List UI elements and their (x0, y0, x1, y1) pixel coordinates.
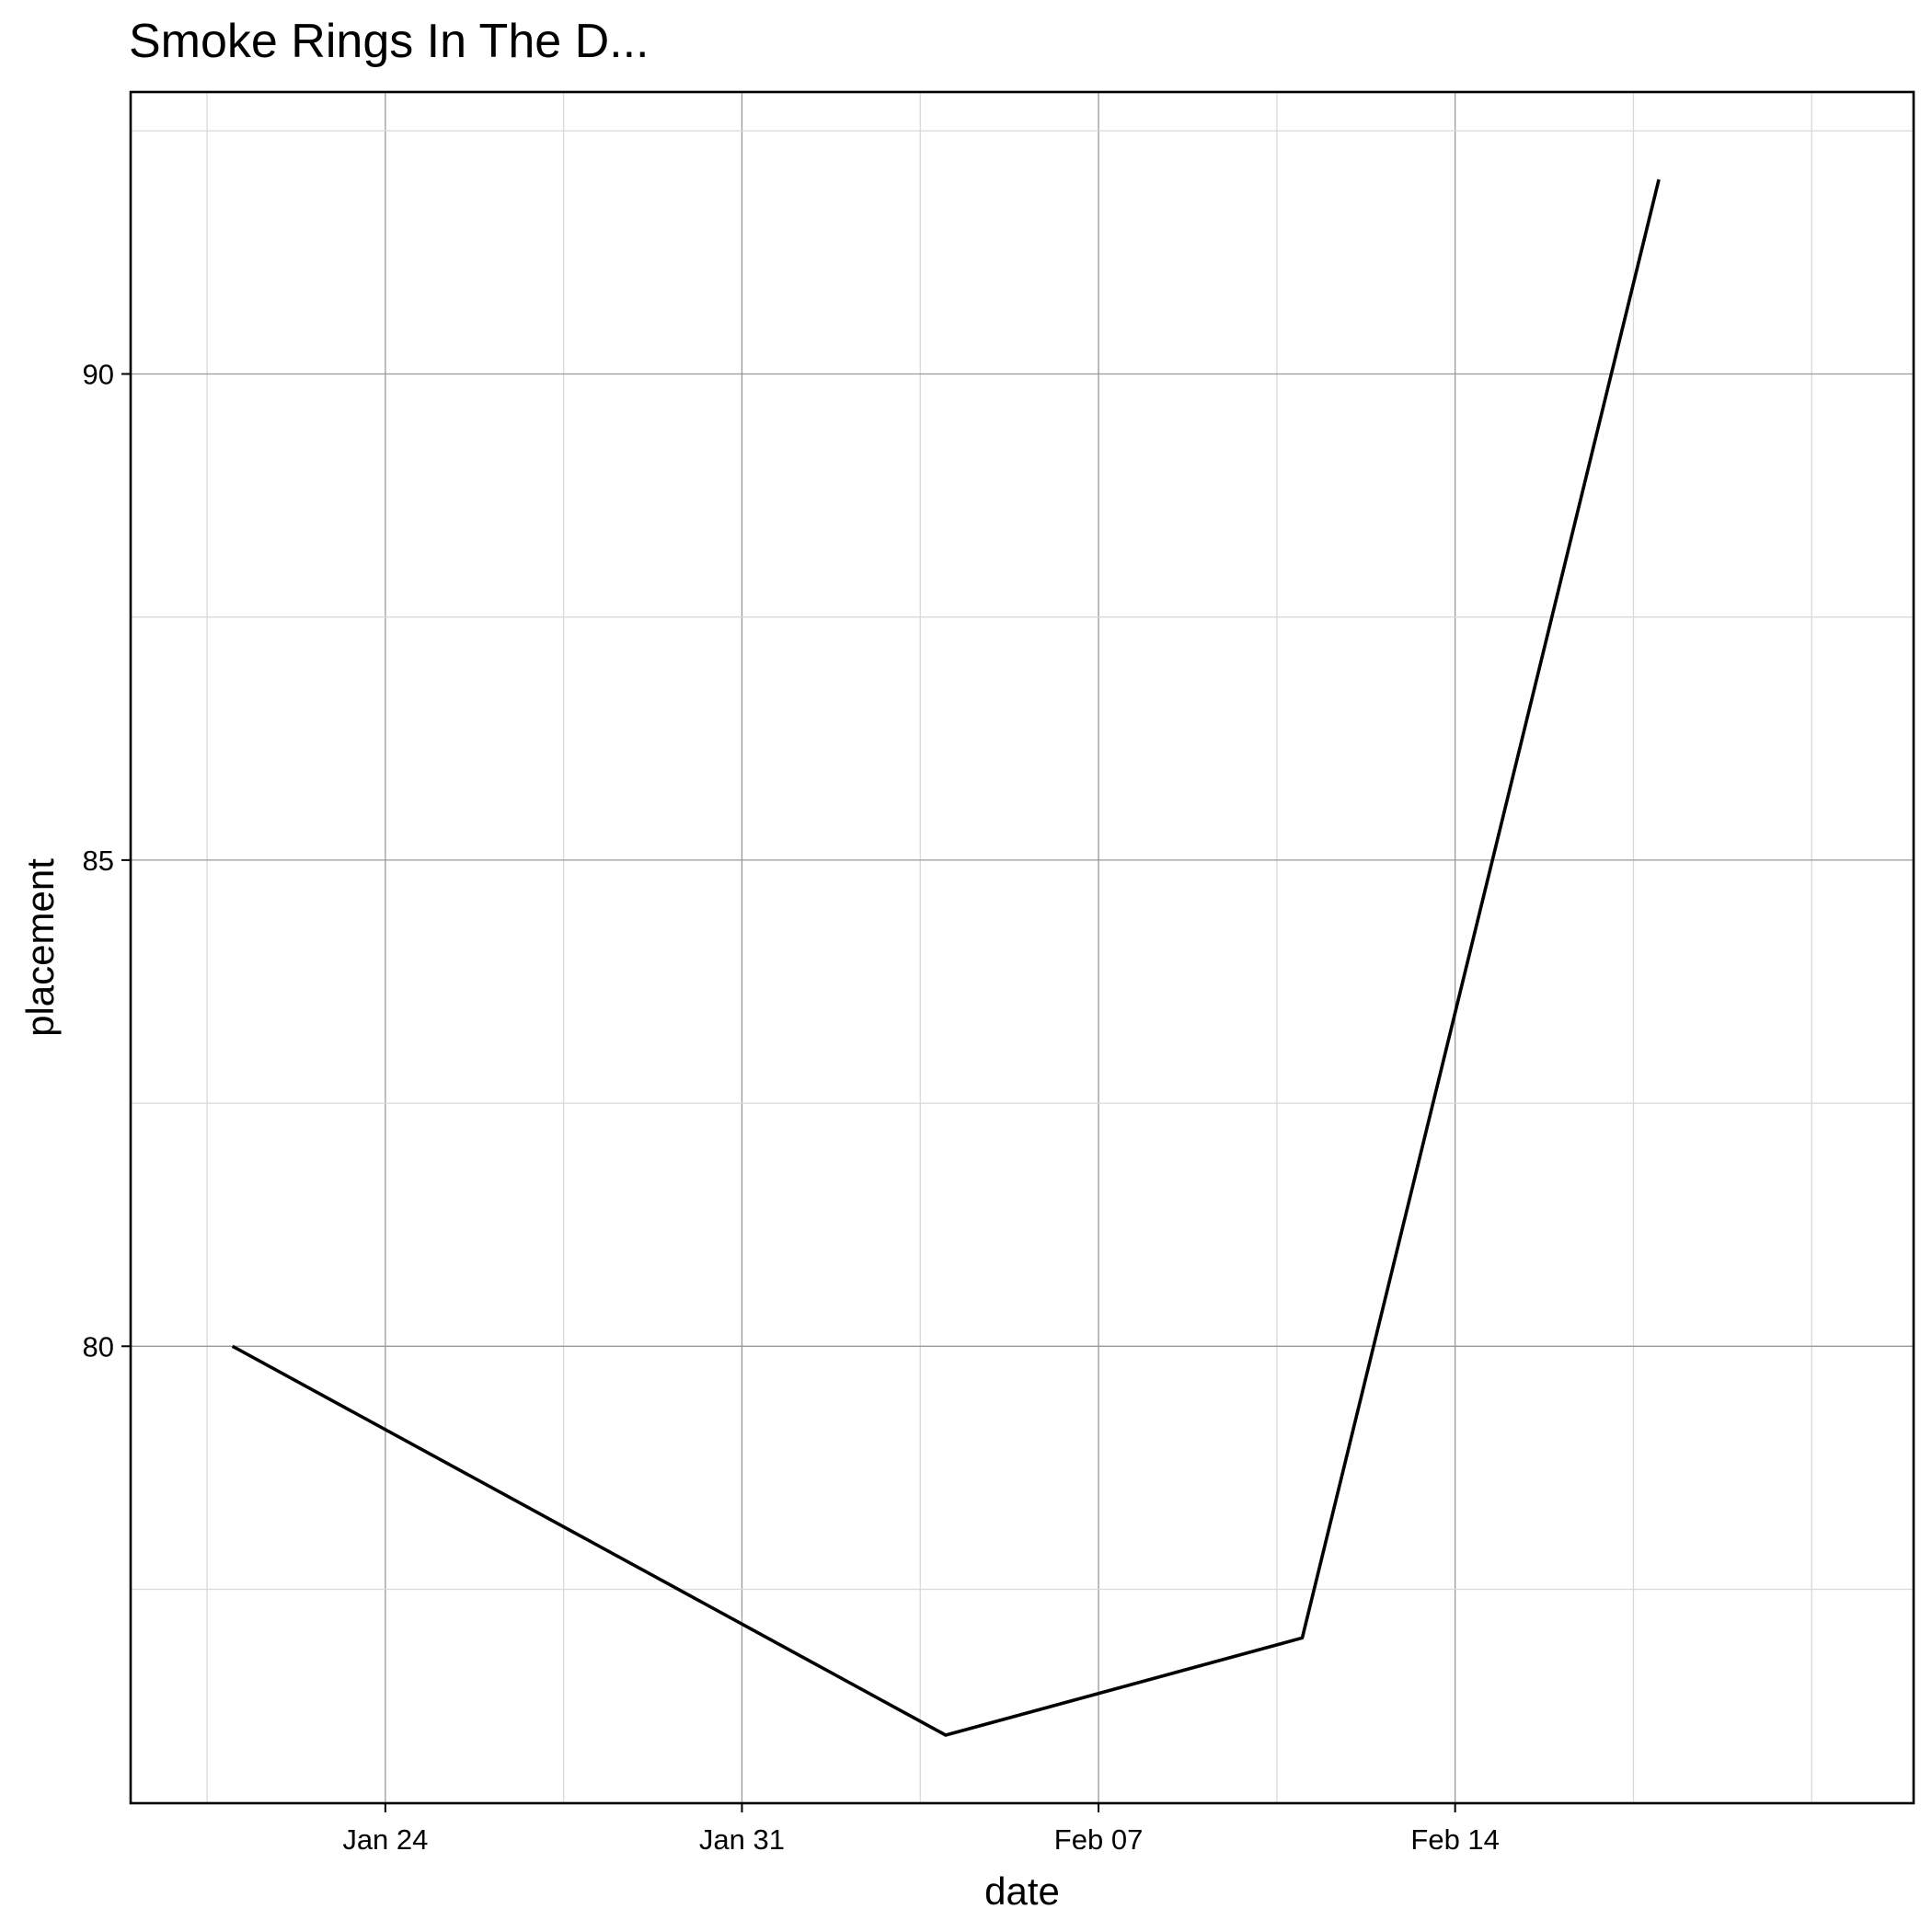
x-tick-label: Feb 07 (1054, 1823, 1144, 1856)
x-tick-label: Feb 14 (1410, 1823, 1500, 1856)
y-tick-label: 80 (83, 1330, 114, 1363)
x-tick-label: Jan 31 (699, 1823, 785, 1856)
y-tick-label: 90 (83, 358, 114, 390)
plot-frame (129, 90, 1915, 1805)
chart-title: Smoke Rings In The D... (129, 15, 650, 68)
grid (131, 92, 1914, 1803)
series-line (231, 178, 1661, 1737)
y-tick-label: 85 (83, 845, 114, 877)
series-layer (231, 178, 1661, 1737)
x-axis-label: date (984, 1869, 1060, 1913)
axis-ticks: Jan 24 Jan 31 Feb 07 Feb 14 80 85 90 (83, 358, 1500, 1856)
y-axis-label: placement (18, 858, 62, 1037)
x-tick-label: Jan 24 (342, 1823, 428, 1856)
